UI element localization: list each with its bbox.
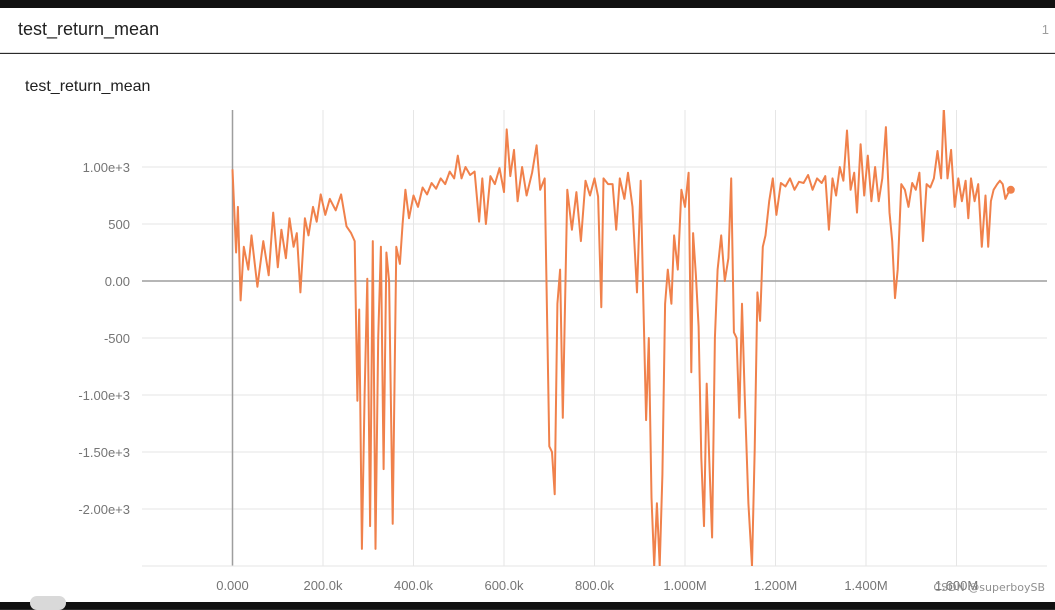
y-tick-label: -500	[104, 331, 130, 346]
x-tick-label: 1.600M	[935, 578, 978, 593]
x-tick-label: 600.0k	[484, 578, 524, 593]
section-header[interactable]: test_return_mean 1	[0, 8, 1055, 53]
bottom-border	[0, 602, 1055, 609]
x-tick-label: 1.200M	[754, 578, 797, 593]
x-tick-label: 200.0k	[303, 578, 343, 593]
series-end-point	[1006, 185, 1015, 194]
y-tick-label: -2.00e+3	[78, 502, 130, 517]
line-chart[interactable]: 0.000 200.0k 400.0k 600.0k 800.0k 1.000M 1.200…	[0, 54, 1055, 602]
x-tick-label: 800.0k	[575, 578, 615, 593]
y-tick-label: 0.00	[105, 274, 130, 289]
watermark: CSDN @superboySB	[933, 581, 1045, 594]
series-line	[231, 110, 1012, 566]
section-title: test_return_mean	[18, 19, 160, 39]
chart-title: test_return_mean	[25, 78, 151, 95]
x-tick-label: 0.000	[216, 578, 249, 593]
chart-card: test_return_mean 0.000 200.0k 400.0k 600.0k…	[0, 54, 1055, 602]
top-border	[0, 0, 1055, 8]
x-tick-label: 1.400M	[844, 578, 887, 593]
y-tick-label: 500	[108, 217, 130, 232]
x-tick-label: 1.000M	[663, 578, 706, 593]
y-tick-label: -1.50e+3	[78, 445, 130, 460]
section-count: 1	[1041, 22, 1049, 37]
x-tick-label: 400.0k	[394, 578, 434, 593]
scroll-handle[interactable]	[30, 596, 66, 610]
y-tick-label: -1.00e+3	[78, 388, 130, 403]
y-tick-label: 1.00e+3	[83, 160, 130, 175]
